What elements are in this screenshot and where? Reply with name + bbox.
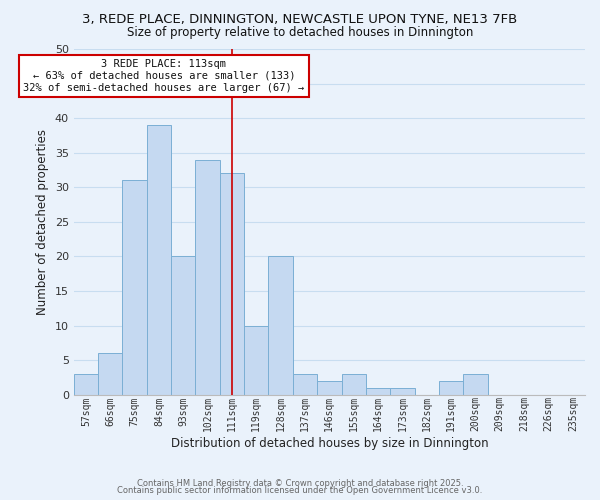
Bar bbox=[244, 326, 268, 395]
Text: 3, REDE PLACE, DINNINGTON, NEWCASTLE UPON TYNE, NE13 7FB: 3, REDE PLACE, DINNINGTON, NEWCASTLE UPO… bbox=[82, 12, 518, 26]
Bar bbox=[341, 374, 366, 395]
Bar bbox=[463, 374, 488, 395]
Bar bbox=[439, 381, 463, 395]
Y-axis label: Number of detached properties: Number of detached properties bbox=[36, 129, 49, 315]
Bar bbox=[196, 160, 220, 395]
Bar bbox=[366, 388, 390, 395]
Text: Size of property relative to detached houses in Dinnington: Size of property relative to detached ho… bbox=[127, 26, 473, 39]
Bar bbox=[74, 374, 98, 395]
Bar bbox=[293, 374, 317, 395]
Bar bbox=[171, 256, 196, 395]
Bar bbox=[220, 174, 244, 395]
Bar bbox=[317, 381, 341, 395]
Text: Contains public sector information licensed under the Open Government Licence v3: Contains public sector information licen… bbox=[118, 486, 482, 495]
X-axis label: Distribution of detached houses by size in Dinnington: Distribution of detached houses by size … bbox=[170, 437, 488, 450]
Text: Contains HM Land Registry data © Crown copyright and database right 2025.: Contains HM Land Registry data © Crown c… bbox=[137, 478, 463, 488]
Bar bbox=[147, 125, 171, 395]
Bar bbox=[98, 354, 122, 395]
Text: 3 REDE PLACE: 113sqm
← 63% of detached houses are smaller (133)
32% of semi-deta: 3 REDE PLACE: 113sqm ← 63% of detached h… bbox=[23, 60, 304, 92]
Bar bbox=[268, 256, 293, 395]
Bar bbox=[122, 180, 147, 395]
Bar bbox=[390, 388, 415, 395]
